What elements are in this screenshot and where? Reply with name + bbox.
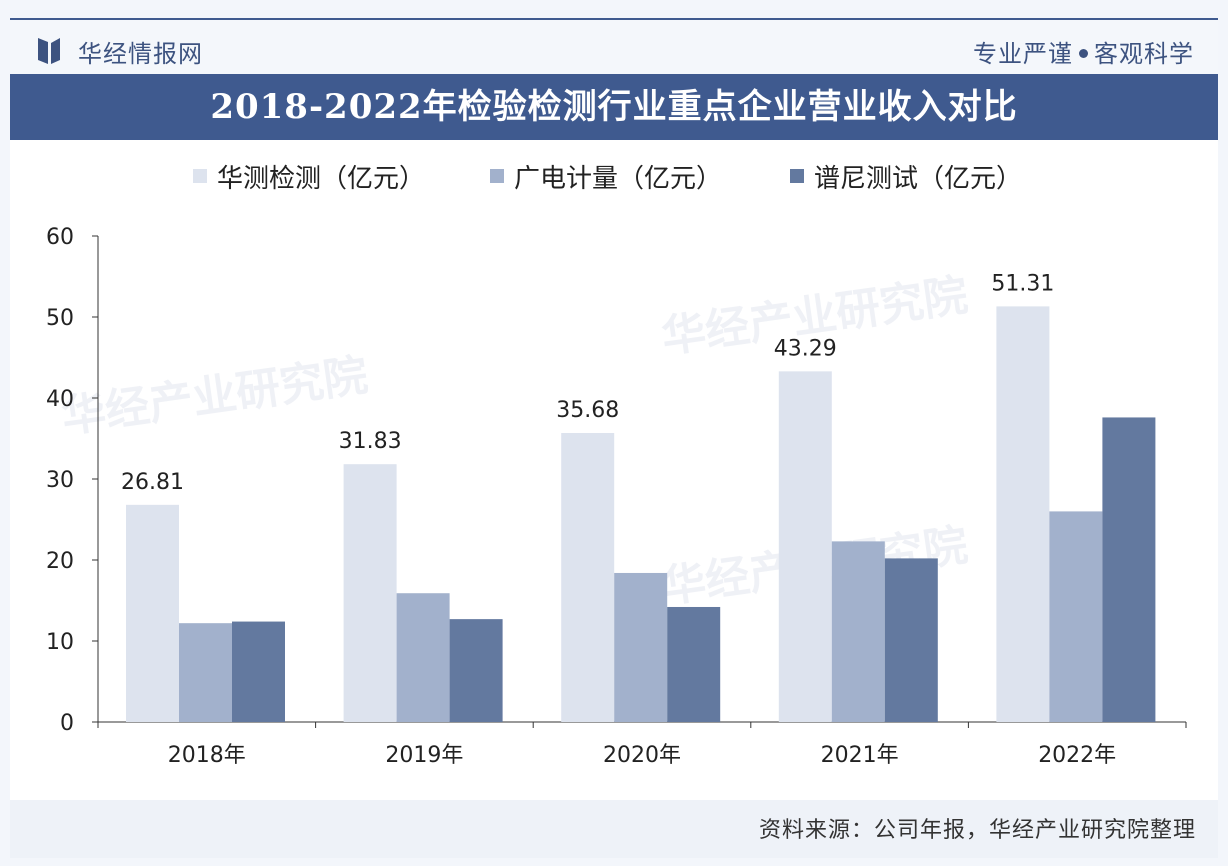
bar-series3-3 [884, 558, 938, 722]
x-tick-label: 2019年 [385, 743, 463, 768]
slogan: 专业严谨 客观科学 [973, 34, 1194, 69]
legend-swatch-series2 [490, 169, 504, 183]
brand-logo-icon [38, 38, 60, 64]
y-tick-label: 30 [46, 468, 74, 493]
y-tick-label: 50 [46, 306, 74, 331]
x-tick-label: 2018年 [168, 743, 246, 768]
x-tick-label: 2020年 [603, 743, 681, 768]
bar-series1-1 [343, 464, 397, 722]
title-bar: 2018-2022年检验检测行业重点企业营业收入对比 [10, 74, 1218, 140]
data-label-series1-0: 26.81 [121, 470, 184, 495]
bar-chart: 0 10 20 30 40 50 60 2018年 2019年 2020年 2021年 2022年 26… [46, 225, 1187, 768]
legend-item-series3: 谱尼测试（亿元） [790, 156, 1022, 196]
data-label-series1-3: 43.29 [774, 336, 837, 361]
footer-bar: 资料来源：公司年报，华经产业研究院整理 [10, 800, 1218, 858]
y-tick-label: 0 [60, 711, 74, 736]
y-tick-label: 20 [46, 549, 74, 574]
x-tick-label: 2021年 [821, 743, 899, 768]
source-note: 资料来源：公司年报，华经产业研究院整理 [758, 818, 1196, 843]
bar-series1-3 [778, 371, 832, 722]
bar-series3-0 [232, 621, 285, 722]
x-tick-label: 2022年 [1038, 743, 1116, 768]
legend-label-series3: 谱尼测试（亿元） [814, 163, 1023, 194]
bar-series1-4 [996, 306, 1050, 722]
legend-item-series2: 广电计量（亿元） [490, 156, 722, 196]
y-tick-label: 10 [46, 630, 74, 655]
chart-title: 2018-2022年检验检测行业重点企业营业收入对比 [210, 87, 1018, 127]
legend-label-series1: 华测检测（亿元） [217, 163, 426, 194]
legend: 华测检测（亿元） 广电计量（亿元） 谱尼测试（亿元） [0, 156, 1228, 196]
bar-series3-2 [667, 606, 721, 722]
legend-swatch-series1 [193, 169, 207, 183]
slogan-left: 专业严谨 [973, 40, 1073, 68]
bar-series1-2 [561, 432, 615, 722]
brand-name: 华经情报网 [78, 40, 203, 68]
y-tick-label: 40 [46, 387, 74, 412]
data-label-series1-1: 31.83 [339, 429, 402, 454]
slogan-dot-icon [1079, 48, 1088, 58]
bar-series2-4 [1049, 511, 1103, 722]
data-label-series1-2: 35.68 [556, 398, 619, 423]
bar-series3-1 [449, 619, 503, 722]
legend-label-series2: 广电计量（亿元） [514, 163, 723, 194]
legend-item-series1: 华测检测（亿元） [193, 156, 425, 196]
data-label-series1-4: 51.31 [991, 271, 1054, 296]
legend-swatch-series3 [790, 169, 804, 183]
y-tick-label: 60 [46, 225, 74, 250]
header-bar: 华经情报网 专业严谨 客观科学 [10, 20, 1218, 74]
bar-series1-0 [126, 504, 179, 722]
bar-series3-4 [1102, 417, 1156, 722]
top-rule [10, 18, 1218, 20]
bar-series2-3 [831, 541, 885, 722]
bar-series2-2 [614, 572, 668, 722]
bar-series2-0 [179, 623, 232, 722]
slogan-right: 客观科学 [1094, 40, 1194, 68]
bar-series2-1 [396, 593, 450, 722]
